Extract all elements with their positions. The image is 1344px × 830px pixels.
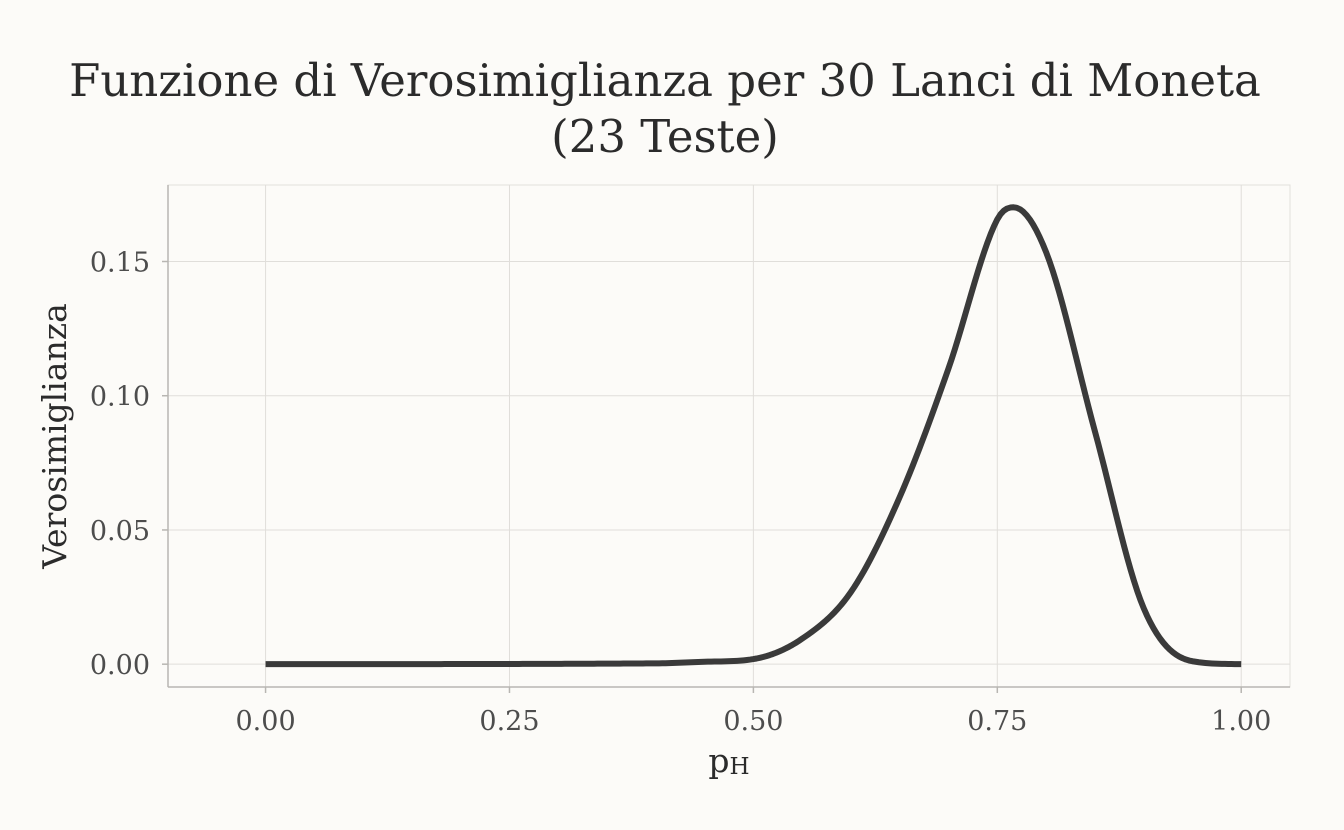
x-tick-label: 0.25 [479,706,539,737]
x-tick-label: 0.00 [236,706,296,737]
x-tick-label: 0.75 [967,706,1027,737]
x-tick-label: 0.50 [723,706,783,737]
x-axis-label-subscript: H [730,754,750,780]
plot-panel [167,184,1291,688]
chart-title-line2: (23 Teste) [551,110,779,163]
y-tick-label: 0.15 [90,248,150,279]
chart-title-line1: Funzione di Verosimiglianza per 30 Lanci… [69,54,1261,107]
x-axis-label: pH [708,741,749,780]
axis-ticks: 0.00 0.25 0.50 0.75 1.00 0.00 0.05 0.10 0.15 [90,248,1271,737]
y-tick-label: 0.00 [90,650,150,681]
y-axis-label: Verosimiglianza [35,303,74,570]
x-axis-label-main: p [708,741,729,780]
likelihood-line [265,204,1242,668]
y-tick-label: 0.05 [90,516,150,547]
y-tick-label: 0.10 [90,382,150,413]
x-tick-label: 1.00 [1211,706,1271,737]
series-layer [265,204,1242,668]
